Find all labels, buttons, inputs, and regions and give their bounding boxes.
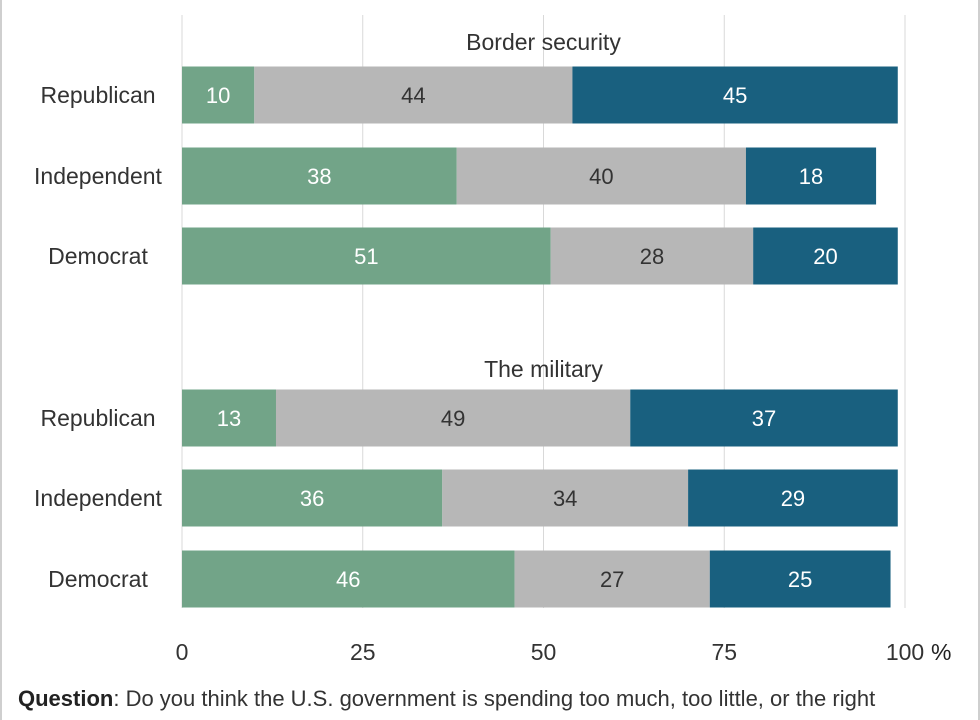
bar-segment-0-1-1 xyxy=(456,147,746,205)
bar-segment-1-1-1 xyxy=(442,469,689,527)
bar-segment-1-2-0 xyxy=(182,550,515,608)
category-label-1-2: Democrat xyxy=(48,566,148,592)
x-axis-unit: % xyxy=(931,639,951,665)
data-label-1-2-2: 25 xyxy=(788,567,812,592)
group-title-1: The military xyxy=(484,356,603,382)
data-label-1-0-2: 37 xyxy=(752,406,776,431)
category-label-0-1: Independent xyxy=(34,163,163,189)
bar-segment-1-1-0 xyxy=(182,469,443,527)
bar-segment-0-2-0 xyxy=(182,227,551,285)
x-tick-label-2: 50 xyxy=(531,639,557,665)
data-label-0-0-1: 44 xyxy=(401,83,425,108)
bar-segment-0-2-1 xyxy=(550,227,754,285)
bar-segment-0-0-1 xyxy=(254,66,573,124)
bar-segment-1-0-2 xyxy=(630,389,898,447)
data-label-0-0-0: 10 xyxy=(206,83,230,108)
data-label-1-1-0: 36 xyxy=(300,486,324,511)
x-tick-label-3: 75 xyxy=(711,639,737,665)
bar-segment-1-0-1 xyxy=(275,389,631,447)
category-label-0-2: Democrat xyxy=(48,243,148,269)
bar-segment-0-0-2 xyxy=(572,66,898,124)
bar-segment-0-0-0 xyxy=(182,66,255,124)
category-label-1-0: Republican xyxy=(40,405,155,431)
data-label-1-0-0: 13 xyxy=(217,406,241,431)
data-label-1-0-1: 49 xyxy=(441,406,465,431)
data-label-0-1-0: 38 xyxy=(307,164,331,189)
x-tick-label-4: 100 xyxy=(886,639,924,665)
data-label-1-2-1: 27 xyxy=(600,567,624,592)
question-label: Question xyxy=(18,686,114,711)
bar-segment-1-2-2 xyxy=(709,550,891,608)
data-label-1-1-1: 34 xyxy=(553,486,577,511)
data-label-0-1-2: 18 xyxy=(799,164,823,189)
bar-segment-1-0-0 xyxy=(182,389,276,447)
data-label-0-2-0: 51 xyxy=(354,244,378,269)
data-label-0-2-1: 28 xyxy=(640,244,664,269)
data-label-0-0-2: 45 xyxy=(723,83,747,108)
data-label-0-1-1: 40 xyxy=(589,164,613,189)
bar-segment-0-1-2 xyxy=(745,147,877,205)
x-tick-label-0: 0 xyxy=(176,639,189,665)
question-footer: Question: Do you think the U.S. governme… xyxy=(18,684,968,714)
category-label-1-1: Independent xyxy=(34,485,163,511)
bar-segment-0-1-0 xyxy=(182,147,457,205)
data-label-1-2-0: 46 xyxy=(336,567,360,592)
data-label-1-1-2: 29 xyxy=(781,486,805,511)
category-label-0-0: Republican xyxy=(40,82,155,108)
data-label-0-2-2: 20 xyxy=(813,244,837,269)
group-title-0: Border security xyxy=(466,29,621,55)
question-text: : Do you think the U.S. government is sp… xyxy=(113,686,876,711)
x-tick-label-1: 25 xyxy=(350,639,376,665)
bar-segment-1-2-1 xyxy=(514,550,710,608)
bar-segment-1-1-2 xyxy=(688,469,898,527)
bar-segment-0-2-2 xyxy=(753,227,898,285)
